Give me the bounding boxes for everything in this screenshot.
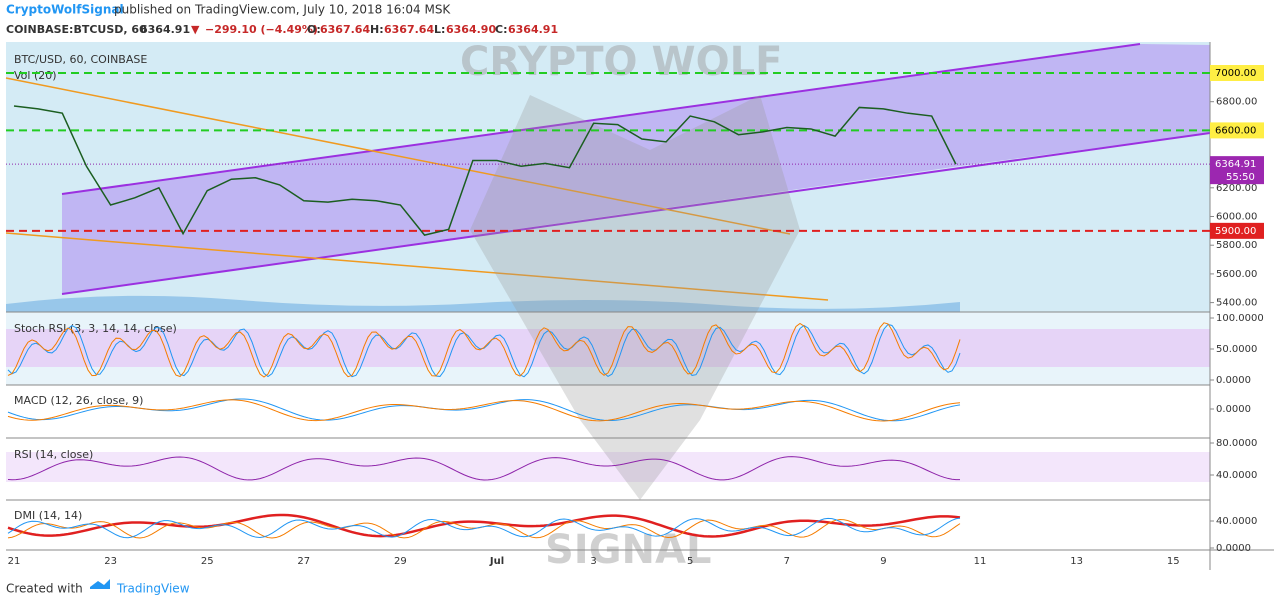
low: 6364.90 (446, 23, 496, 36)
open: 6367.64 (320, 23, 370, 36)
countdown: 55:50 (1226, 172, 1255, 183)
time-label: 7 (784, 556, 790, 567)
macd-title: MACD (12, 26, close, 9) (14, 394, 143, 407)
time-label: Jul (489, 556, 504, 567)
indicator-label: 0.0000 (1216, 375, 1251, 386)
dmi-title: DMI (14, 14) (14, 509, 82, 522)
indicator-line (7, 399, 961, 422)
c-label: C: (495, 23, 507, 36)
last-price-tag (1210, 156, 1264, 185)
indicator-label: 80.0000 (1216, 438, 1257, 449)
arrow: ▼ (191, 23, 200, 36)
stoch-band (6, 329, 1210, 367)
indicator-label: 0.0000 (1216, 404, 1251, 415)
trendline (5, 77, 791, 235)
time-label: 11 (974, 556, 987, 567)
time-label: 25 (201, 556, 214, 567)
time-label: 21 (8, 556, 21, 567)
close: 6364.91 (508, 23, 558, 36)
price-label: 6200.00 (1216, 183, 1257, 194)
level-tag (1210, 65, 1264, 81)
h-label: H: (370, 23, 384, 36)
published: published on TradingView.com, July 10, 2… (114, 3, 451, 17)
created-with: Created with (6, 582, 83, 596)
trendline (5, 232, 829, 301)
time-label: 15 (1167, 556, 1180, 567)
support-tag (1210, 222, 1264, 239)
l-label: L: (434, 23, 445, 36)
price-line (13, 105, 957, 236)
price-label: 5800.00 (1216, 240, 1257, 251)
indicator-line (7, 398, 961, 422)
time-label: 5 (687, 556, 693, 567)
indicator-line (7, 456, 961, 481)
last-price-label: 6364.91 (1215, 159, 1256, 170)
watermark-logo (470, 95, 800, 500)
time-label: 13 (1070, 556, 1083, 567)
brand[interactable]: TradingView (116, 582, 190, 596)
indicator-line (7, 517, 961, 539)
indicator-line (7, 323, 961, 378)
rsi-title: RSI (14, close) (14, 448, 93, 461)
level-tag-label: 7000.00 (1215, 68, 1256, 79)
time-label: 29 (394, 556, 407, 567)
indicator-line (7, 513, 961, 538)
chart-area: CRYPTO WOLF SIGNAL BTC/USD, 60, COINBASE… (5, 39, 1274, 573)
watermark: CRYPTO WOLF (460, 39, 782, 85)
volume (6, 295, 960, 312)
tradingview-logo (90, 579, 110, 589)
indicator-label: 40.0000 (1216, 470, 1257, 481)
author[interactable]: CryptoWolfSignal (6, 3, 124, 17)
vol-title: Vol (20) (14, 69, 57, 82)
high: 6367.64 (384, 23, 434, 36)
channel-top (61, 43, 1141, 195)
pane-title: BTC/USD, 60, COINBASE (14, 53, 147, 66)
dmi-pane (6, 500, 1210, 550)
macd-pane (6, 385, 1210, 438)
price-label: 5600.00 (1216, 269, 1257, 280)
level-tag (1210, 122, 1264, 139)
time-label: 9 (880, 556, 886, 567)
price-label: 6000.00 (1216, 212, 1257, 223)
symbol: COINBASE:BTCUSD, 60 (6, 23, 147, 36)
indicator-label: 50.0000 (1216, 344, 1257, 355)
stoch-title: Stoch RSI (3, 3, 14, 14, close) (14, 322, 177, 335)
change: −299.10 (−4.49%) (205, 23, 318, 36)
channel-bottom (61, 132, 1211, 295)
time-label: 3 (590, 556, 596, 567)
indicator-label: 40.0000 (1216, 516, 1257, 527)
last: 6364.91 (140, 23, 190, 36)
price-label: 5400.00 (1216, 298, 1257, 309)
support-tag-label: 5900.00 (1215, 226, 1256, 237)
level-tag-label: 6600.00 (1215, 125, 1256, 136)
time-label: 23 (104, 556, 117, 567)
price-label: 6800.00 (1216, 97, 1257, 108)
rsi-band (6, 452, 1210, 482)
indicator-label: 0.0000 (1216, 543, 1251, 554)
time-label: 27 (297, 556, 310, 567)
indicator-line (7, 322, 961, 378)
ohlc-line: COINBASE:BTCUSD, 60 6364.91 ▼ −299.10 (−… (6, 23, 558, 36)
indicator-label: 100.0000 (1216, 313, 1264, 324)
o-label: O: (307, 23, 321, 36)
